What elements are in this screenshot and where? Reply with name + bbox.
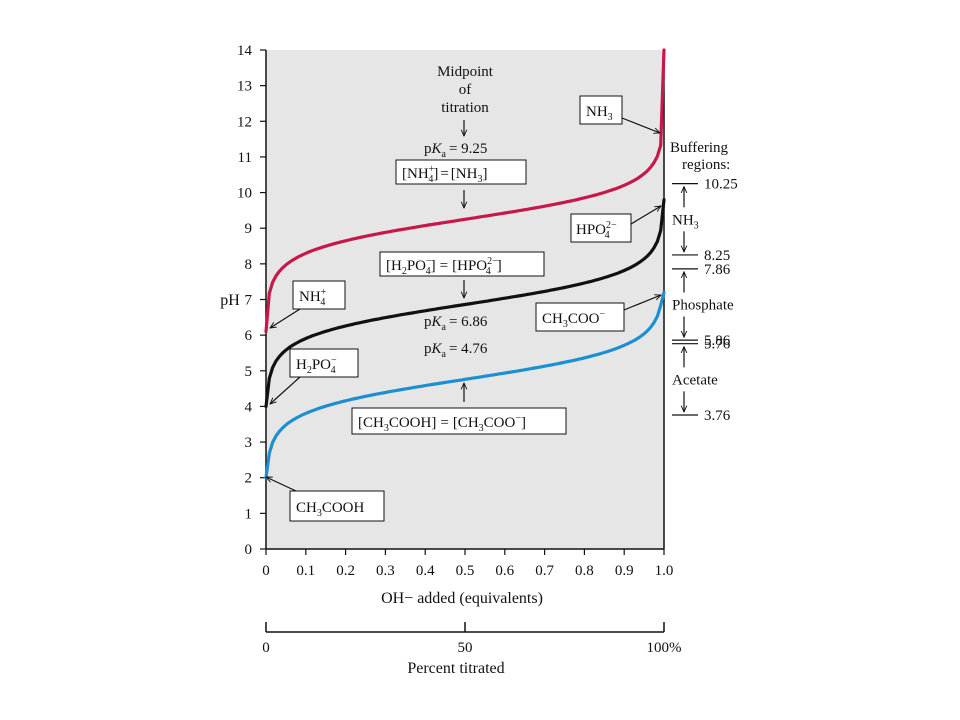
- nh4-eq-box: [395, 159, 527, 185]
- phosphate-eq-box: [379, 251, 545, 277]
- y-axis-label: pH: [220, 292, 240, 309]
- buffer-region-name: Phosphate: [672, 297, 734, 313]
- y-tick-label: 11: [238, 150, 252, 166]
- percent-tick-label: 50: [458, 640, 473, 656]
- x-tick-label: 1.0: [655, 563, 674, 579]
- buffer-bottom-value: 8.25: [704, 248, 730, 264]
- buffer-bottom-value: 5.86: [704, 333, 731, 349]
- hpo4-species-label: HPO2− 4: [576, 220, 617, 241]
- pka-nh3-value: = 9.25: [449, 141, 487, 157]
- y-tick-label: 8: [245, 257, 253, 273]
- ch3cooh-arrow: [266, 476, 297, 492]
- x-tick-label: 0: [262, 563, 270, 579]
- x-tick-label: 0.5: [456, 563, 475, 579]
- hpo4-arrow: [630, 206, 661, 225]
- midpoint-annotation: Midpoint of titration: [437, 64, 494, 136]
- percent-axis-label: Percent titrated: [407, 660, 504, 677]
- acetate-eq-label: [CH3COOH] = [CH3COO−]: [358, 413, 526, 434]
- nh4-species-label: NH+ 4: [299, 287, 327, 308]
- ch3coo-arrow: [623, 295, 661, 311]
- y-tick-label: 4: [245, 399, 253, 415]
- x-tick-label: 0.6: [495, 563, 514, 579]
- buffer-region-name: Acetate: [672, 372, 718, 388]
- h2po4-species-label: H2PO− 4: [296, 355, 337, 376]
- y-tick-label: 13: [237, 79, 252, 95]
- y-tick-label: 14: [237, 43, 253, 59]
- ch3cooh-species-label: CH3COOH: [296, 500, 365, 519]
- buffer-top-value: 7.86: [704, 262, 731, 278]
- percent-tick-label: 100%: [647, 640, 682, 656]
- pka-acetate-value: = 4.76: [449, 341, 488, 357]
- nh4-arrow: [270, 308, 301, 328]
- nh4-eq-label: [NH+ 4] = [NH3]: [402, 164, 487, 185]
- midpoint-label: of: [459, 82, 472, 98]
- titration-curves: [264, 48, 666, 480]
- acetate-eq-box: [351, 407, 567, 435]
- y-tick-label: 1: [245, 506, 253, 522]
- phosphate-eq-label: [H2PO− 4] = [HPO2− 4]: [386, 256, 502, 277]
- hpo4-species-box: [570, 213, 632, 243]
- y-tick-label: 7: [245, 293, 253, 309]
- pka-acetate-label: pKa = 4.76: [424, 341, 488, 360]
- ch3coo-species-box: [535, 302, 625, 332]
- buffering-title: Buffering: [670, 140, 729, 156]
- buffer-top-value: 5.76: [704, 337, 731, 353]
- buffering-title: regions:: [682, 157, 730, 173]
- titration-curve-0: [264, 48, 666, 334]
- titration-curve-2: [264, 290, 666, 480]
- buffering-regions: 10.25 8.25 NH3 7.86 5.86 Phosphate 5.76 3.76 Ace…: [672, 177, 738, 424]
- ch3cooh-species-box: [289, 490, 385, 522]
- nh4-species-box: [292, 280, 346, 310]
- x-tick-label: 0.1: [296, 563, 315, 579]
- y-tick-label: 12: [237, 114, 252, 130]
- y-tick-label: 0: [245, 542, 253, 558]
- titration-curve-1: [264, 198, 666, 408]
- y-tick-label: 6: [245, 328, 253, 344]
- y-tick-label: 2: [245, 471, 253, 487]
- buffer-bottom-value: 3.76: [704, 408, 731, 424]
- midpoint-label: titration: [441, 100, 489, 116]
- y-tick-label: 3: [245, 435, 253, 451]
- x-tick-label: 0.9: [615, 563, 634, 579]
- midpoint-label: Midpoint: [437, 64, 494, 80]
- buffer-region-name: NH3: [672, 212, 699, 231]
- x-tick-label: 0.3: [376, 563, 395, 579]
- nh3-species-box: [579, 95, 623, 125]
- buffer-top-value: 10.25: [704, 177, 738, 193]
- pka-phosphate-label: pKa = 6.86: [424, 314, 488, 333]
- x-tick-label: 0.7: [535, 563, 554, 579]
- nh3-species-label: NH3: [586, 104, 613, 123]
- nh3-arrow: [621, 117, 660, 133]
- x-tick-label: 0.8: [575, 563, 594, 579]
- percent-tick-label: 0: [262, 640, 270, 656]
- h2po4-species-box: [289, 348, 359, 378]
- h2po4-arrow: [270, 376, 301, 404]
- x-axis-label: OH− added (equivalents): [381, 590, 543, 607]
- y-tick-label: 9: [245, 221, 253, 237]
- y-tick-label: 10: [237, 186, 252, 202]
- x-tick-label: 0.2: [336, 563, 355, 579]
- x-tick-label: 0.4: [416, 563, 435, 579]
- x-ticks: 0 0.1 0.2 0.3 0.4 0.5 0.6 0.7 0.8 0.9 1.0: [262, 549, 673, 579]
- y-tick-label: 5: [245, 364, 253, 380]
- ch3coo-species-label: CH3COO−: [542, 309, 606, 330]
- pka-phosphate-value: = 6.86: [449, 314, 488, 330]
- pka-nh3-label: pKa = 9.25: [424, 141, 487, 160]
